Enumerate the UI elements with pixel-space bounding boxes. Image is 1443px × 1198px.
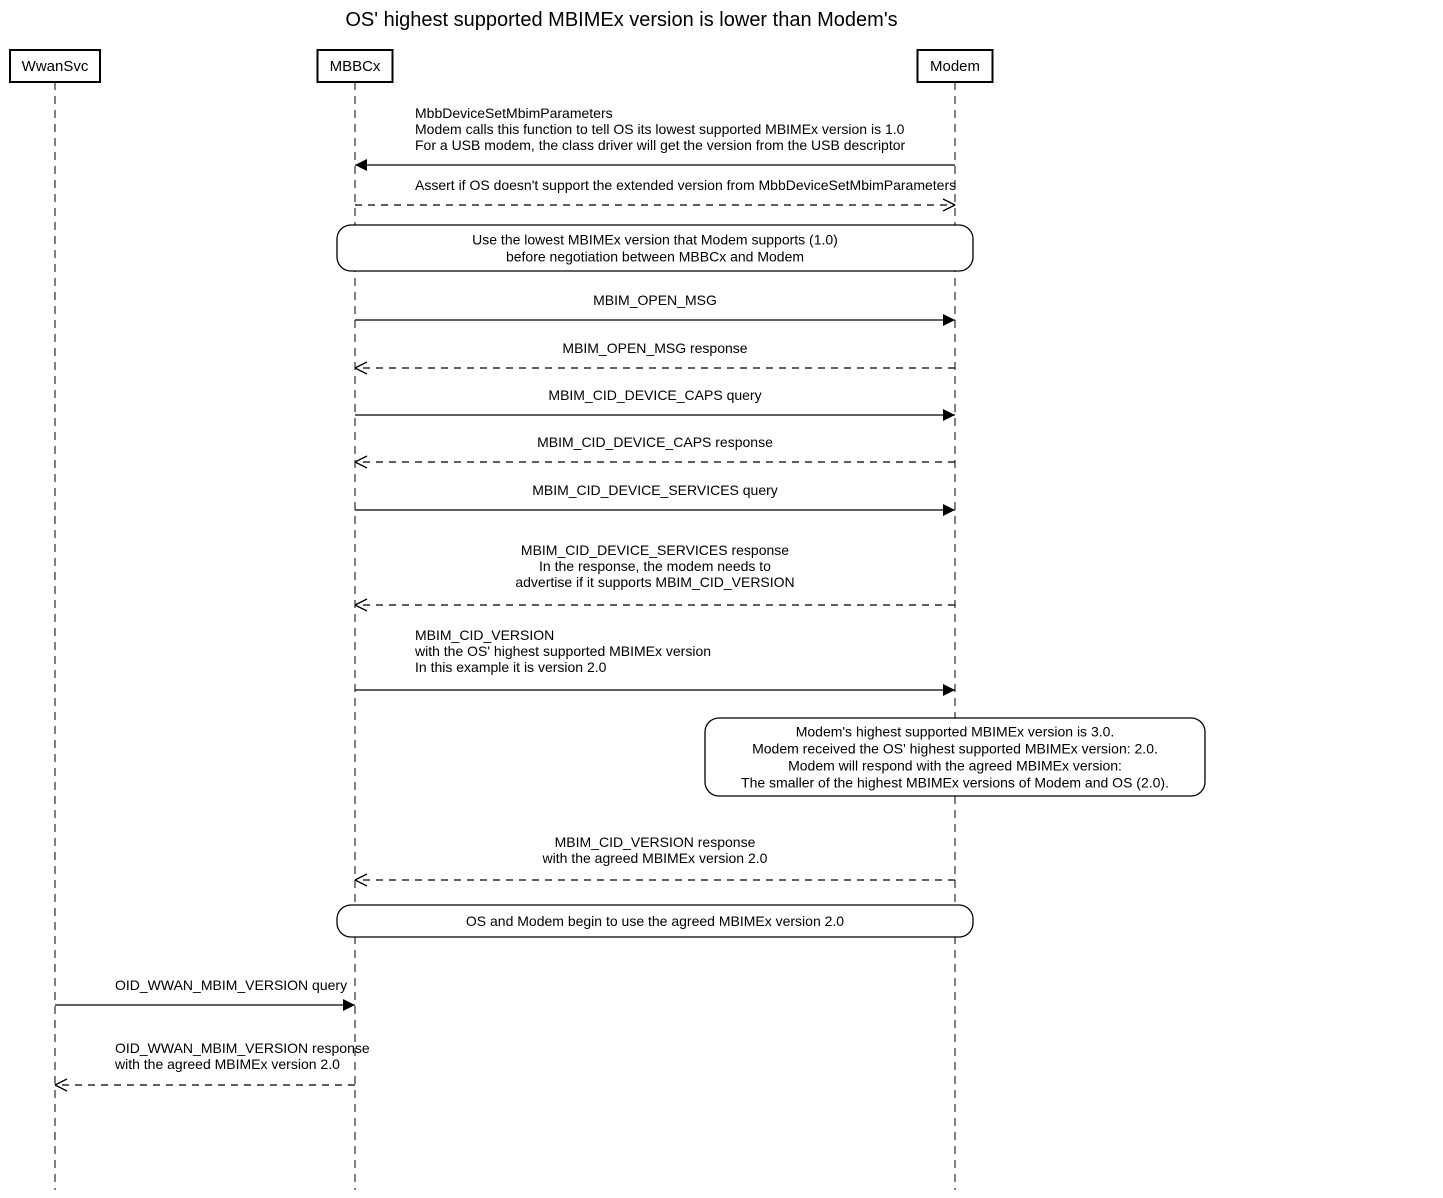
arrowhead xyxy=(355,462,367,468)
message-label: MBIM_OPEN_MSG response xyxy=(562,340,747,356)
arrowhead xyxy=(355,362,367,368)
message-label: MBIM_CID_DEVICE_SERVICES responseIn the … xyxy=(515,542,794,590)
message-label: MBIM_CID_DEVICE_CAPS response xyxy=(537,434,773,450)
arrowhead xyxy=(355,368,367,374)
diagram-title: OS' highest supported MBIMEx version is … xyxy=(345,9,897,31)
note-text: Modem's highest supported MBIMEx version… xyxy=(741,724,1169,791)
arrowhead xyxy=(355,605,367,611)
arrowhead xyxy=(55,1085,67,1091)
message-label: OID_WWAN_MBIM_VERSION responsewith the a… xyxy=(114,1040,370,1072)
actor-label-mbbcx: MBBCx xyxy=(330,58,381,75)
arrowhead xyxy=(355,880,367,886)
message-label: MbbDeviceSetMbimParametersModem calls th… xyxy=(415,105,906,153)
actor-label-wwansvc: WwanSvc xyxy=(22,58,89,75)
arrowhead xyxy=(55,1079,67,1085)
message-label: MBIM_CID_VERSION responsewith the agreed… xyxy=(542,834,768,866)
message-label: MBIM_CID_VERSIONwith the OS' highest sup… xyxy=(414,627,711,675)
arrowhead xyxy=(355,874,367,880)
arrowhead xyxy=(943,199,955,205)
arrowhead xyxy=(943,409,955,421)
note-text: OS and Modem begin to use the agreed MBI… xyxy=(466,913,844,929)
arrowhead xyxy=(943,504,955,516)
message-label: MBIM_CID_DEVICE_CAPS query xyxy=(548,387,761,403)
message-label: MBIM_CID_DEVICE_SERVICES query xyxy=(532,482,778,498)
arrowhead xyxy=(355,599,367,605)
sequence-diagram: OS' highest supported MBIMEx version is … xyxy=(0,0,1443,1193)
message-label: MBIM_OPEN_MSG xyxy=(593,292,717,308)
actor-label-modem: Modem xyxy=(930,58,980,75)
message-label: OID_WWAN_MBIM_VERSION query xyxy=(115,977,347,993)
arrowhead xyxy=(943,205,955,211)
arrowhead xyxy=(943,684,955,696)
arrowhead xyxy=(343,999,355,1011)
arrowhead xyxy=(943,314,955,326)
arrowhead xyxy=(355,159,367,171)
note-text: Use the lowest MBIMEx version that Modem… xyxy=(472,232,838,265)
arrowhead xyxy=(355,456,367,462)
message-label: Assert if OS doesn't support the extende… xyxy=(415,177,956,193)
